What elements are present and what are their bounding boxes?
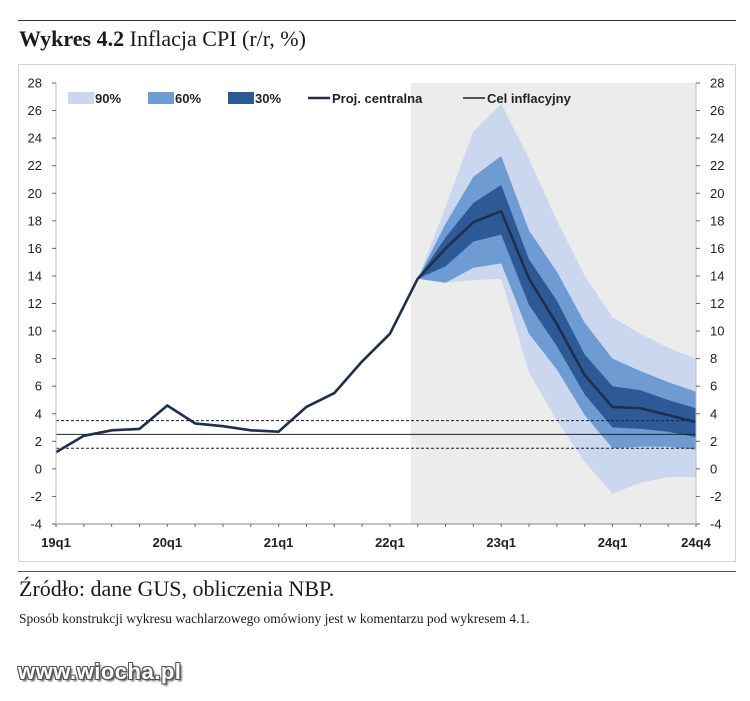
y-tick-label-right: 22 bbox=[710, 158, 724, 173]
history-line bbox=[55, 278, 419, 454]
band-30 bbox=[417, 185, 696, 438]
legend-swatch-90 bbox=[68, 92, 94, 104]
x-tick-label: 21q1 bbox=[264, 535, 294, 550]
y-tick-label-left: 4 bbox=[35, 406, 42, 421]
x-tick-label: 22q1 bbox=[375, 535, 405, 550]
y-tick-label-left: 28 bbox=[28, 76, 42, 91]
title-rest: Inflacja CPI (r/r, %) bbox=[124, 26, 306, 51]
watermark-text: www.wiocha.pl bbox=[18, 659, 182, 684]
y-tick-label-right: -4 bbox=[710, 517, 722, 532]
y-tick-label-left: 24 bbox=[28, 131, 42, 146]
y-tick-label-right: -2 bbox=[710, 489, 722, 504]
y-tick-label-right: 18 bbox=[710, 213, 724, 228]
y-tick-label-left: 18 bbox=[28, 213, 42, 228]
y-tick-label-left: 6 bbox=[35, 379, 42, 394]
y-tick-label-left: -2 bbox=[30, 489, 42, 504]
legend-label: 60% bbox=[175, 91, 201, 106]
legend-label: Cel inflacyjny bbox=[487, 91, 572, 106]
legend-label: Proj. centralna bbox=[332, 91, 423, 106]
legend-label: 90% bbox=[95, 91, 121, 106]
x-tick-label: 23q1 bbox=[486, 535, 516, 550]
y-tick-label-left: 26 bbox=[28, 103, 42, 118]
y-tick-label-right: 24 bbox=[710, 131, 724, 146]
x-tick-label: 24q4 bbox=[681, 535, 711, 550]
note-text: Sposób konstrukcji wykresu wachlarzowego… bbox=[19, 611, 530, 626]
y-tick-label-left: 8 bbox=[35, 351, 42, 366]
y-tick-label-right: 6 bbox=[710, 379, 717, 394]
y-tick-label-left: 0 bbox=[35, 461, 42, 476]
y-tick-label-right: 8 bbox=[710, 351, 717, 366]
y-tick-label-right: 20 bbox=[710, 186, 724, 201]
page-title: Wykres 4.2 Inflacja CPI (r/r, %) bbox=[19, 26, 306, 52]
title-bold: Wykres 4.2 bbox=[19, 26, 125, 51]
top-rule bbox=[18, 20, 736, 21]
y-tick-label-right: 2 bbox=[710, 434, 717, 449]
y-tick-label-right: 14 bbox=[710, 268, 724, 283]
y-tick-label-left: 14 bbox=[28, 268, 42, 283]
source-text: Źródło: dane GUS, obliczenia NBP. bbox=[19, 576, 335, 601]
y-tick-label-right: 16 bbox=[710, 241, 724, 256]
y-tick-label-left: 22 bbox=[28, 158, 42, 173]
y-tick-label-right: 4 bbox=[710, 406, 717, 421]
x-tick-label: 19q1 bbox=[41, 535, 71, 550]
x-tick-label: 20q1 bbox=[152, 535, 182, 550]
legend-swatch-60 bbox=[148, 92, 174, 104]
y-tick-label-left: 10 bbox=[28, 324, 42, 339]
y-tick-label-left: 16 bbox=[28, 241, 42, 256]
x-tick-label: 24q1 bbox=[598, 535, 628, 550]
y-tick-label-left: 2 bbox=[35, 434, 42, 449]
y-tick-label-right: 12 bbox=[710, 296, 724, 311]
central-projection-line bbox=[416, 209, 697, 424]
y-tick-label-left: 20 bbox=[28, 186, 42, 201]
y-tick-label-right: 26 bbox=[710, 103, 724, 118]
legend-label: 30% bbox=[255, 91, 281, 106]
y-tick-label-left: -4 bbox=[30, 517, 42, 532]
bottom-rule bbox=[18, 571, 736, 572]
y-tick-label-left: 12 bbox=[28, 296, 42, 311]
y-tick-label-right: 0 bbox=[710, 461, 717, 476]
legend-swatch-30 bbox=[228, 92, 254, 104]
y-tick-label-right: 10 bbox=[710, 324, 724, 339]
y-tick-label-right: 28 bbox=[710, 76, 724, 91]
